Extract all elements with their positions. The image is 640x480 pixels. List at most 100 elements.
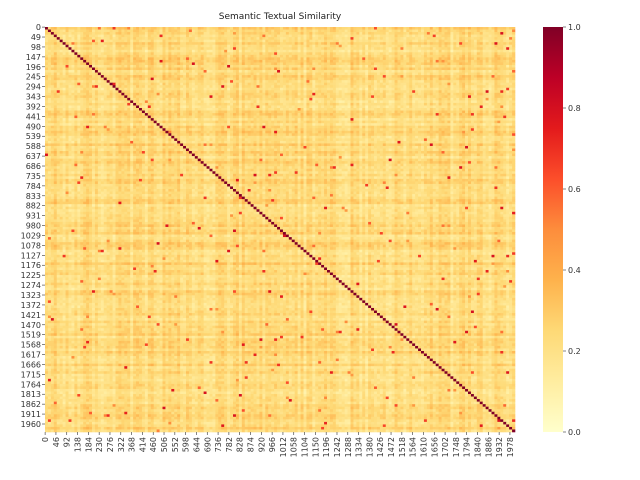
heatmap-cell xyxy=(57,45,60,48)
heatmap-cell xyxy=(292,93,295,96)
heatmap-cell xyxy=(500,75,503,78)
heatmap-cell xyxy=(509,73,512,76)
heatmap-cell xyxy=(312,47,315,50)
heatmap-cell xyxy=(436,85,439,88)
heatmap-cell xyxy=(312,40,315,43)
heatmap-cell xyxy=(292,103,295,106)
heatmap-cell xyxy=(224,73,227,76)
heatmap-cell xyxy=(165,98,168,101)
heatmap-cell xyxy=(318,35,321,38)
heatmap-cell xyxy=(130,75,133,78)
heatmap-cell xyxy=(227,55,230,58)
heatmap-cell xyxy=(57,68,60,71)
heatmap-cell xyxy=(242,68,245,71)
heatmap-cell xyxy=(165,78,168,81)
heatmap-cell xyxy=(406,52,409,55)
heatmap-cell xyxy=(480,35,483,38)
heatmap-cell xyxy=(101,30,104,33)
heatmap-cell xyxy=(436,35,439,38)
heatmap-cell xyxy=(489,27,492,30)
heatmap-cell xyxy=(430,27,433,30)
heatmap-cell xyxy=(353,90,356,93)
heatmap-cell xyxy=(409,70,412,73)
heatmap-cell xyxy=(483,80,486,83)
heatmap-cell xyxy=(365,90,368,93)
heatmap-cell xyxy=(301,68,304,71)
heatmap-cell xyxy=(295,85,298,88)
heatmap-cell xyxy=(465,47,468,50)
heatmap-cell xyxy=(204,103,207,106)
heatmap-cell xyxy=(409,55,412,58)
heatmap-cell xyxy=(189,93,192,96)
heatmap-cell xyxy=(277,95,280,98)
heatmap-cell xyxy=(230,37,233,40)
heatmap-cell xyxy=(145,40,148,43)
heatmap-cell xyxy=(130,65,133,68)
heatmap-cell xyxy=(151,55,154,58)
heatmap-cell xyxy=(192,27,195,30)
heatmap-cell xyxy=(365,75,368,78)
heatmap-cell xyxy=(489,65,492,68)
heatmap-cell xyxy=(415,42,418,45)
heatmap-cell xyxy=(136,95,139,98)
heatmap-cell xyxy=(80,93,83,96)
heatmap-cell xyxy=(351,45,354,48)
heatmap-cell xyxy=(342,75,345,78)
heatmap-cell xyxy=(201,93,204,96)
heatmap-cell xyxy=(245,103,248,106)
heatmap-cell xyxy=(477,83,480,86)
heatmap-cell xyxy=(351,65,354,68)
heatmap-cell xyxy=(368,95,371,98)
heatmap-cell xyxy=(192,65,195,68)
heatmap-cell xyxy=(392,40,395,43)
heatmap-cell xyxy=(312,90,315,93)
heatmap-cell xyxy=(212,75,215,78)
heatmap-cell xyxy=(151,42,154,45)
heatmap-cell xyxy=(439,95,442,98)
heatmap-cell xyxy=(198,55,201,58)
heatmap-cell xyxy=(500,85,503,88)
heatmap-cell xyxy=(348,40,351,43)
heatmap-cell xyxy=(66,50,69,53)
heatmap-cell xyxy=(406,93,409,96)
heatmap-cell xyxy=(113,52,116,55)
heatmap-cell xyxy=(177,83,180,86)
heatmap-cell xyxy=(177,57,180,60)
heatmap-cell xyxy=(218,85,221,88)
heatmap-cell xyxy=(374,90,377,93)
heatmap-cell xyxy=(453,73,456,76)
heatmap-cell xyxy=(224,88,227,91)
heatmap-cell xyxy=(412,57,415,60)
heatmap-cell xyxy=(80,55,83,58)
heatmap-cell xyxy=(301,75,304,78)
heatmap-cell xyxy=(324,57,327,60)
heatmap-cell xyxy=(192,40,195,43)
heatmap-cell xyxy=(445,88,448,91)
heatmap-cell xyxy=(189,103,192,106)
heatmap-cell xyxy=(336,55,339,58)
heatmap-cell xyxy=(453,78,456,81)
heatmap-cell xyxy=(389,80,392,83)
heatmap-cell xyxy=(400,65,403,68)
heatmap-cell xyxy=(236,60,239,63)
heatmap-cell xyxy=(383,100,386,103)
heatmap-cell xyxy=(227,60,230,63)
heatmap-cell xyxy=(395,95,398,98)
heatmap-cell xyxy=(306,42,309,45)
heatmap-cell xyxy=(218,27,221,30)
heatmap-cell xyxy=(295,95,298,98)
heatmap-cell xyxy=(353,45,356,48)
heatmap-cell xyxy=(339,42,342,45)
heatmap-cell xyxy=(377,52,380,55)
heatmap-cell xyxy=(77,45,80,48)
heatmap-cell xyxy=(500,52,503,55)
heatmap-cell xyxy=(192,75,195,78)
heatmap-cell xyxy=(412,65,415,68)
heatmap-cell xyxy=(245,93,248,96)
heatmap-cell xyxy=(60,37,63,40)
heatmap-cell xyxy=(180,45,183,48)
heatmap-cell xyxy=(283,42,286,45)
heatmap-cell xyxy=(398,47,401,50)
heatmap-cell xyxy=(139,50,142,53)
heatmap-cell xyxy=(45,83,48,86)
